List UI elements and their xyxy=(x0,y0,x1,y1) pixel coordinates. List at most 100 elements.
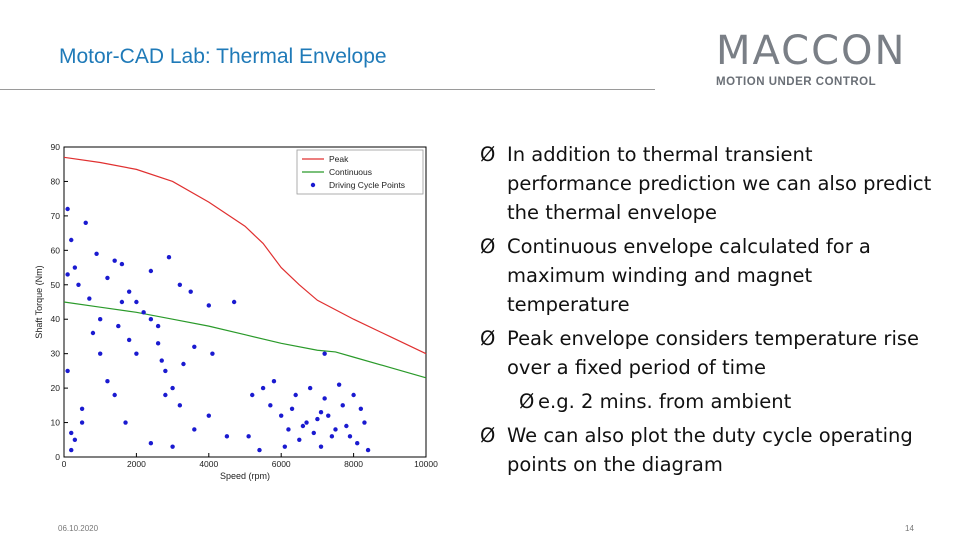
x-tick-label: 0 xyxy=(62,459,67,469)
scatter-point xyxy=(355,441,360,446)
scatter-point xyxy=(163,392,168,398)
scatter-point xyxy=(155,323,161,329)
scatter-point xyxy=(166,255,172,260)
scatter-point xyxy=(250,392,255,398)
logo-name: MACCON xyxy=(716,28,907,74)
scatter-point xyxy=(98,317,103,322)
scatter-point xyxy=(65,368,70,374)
scatter-point xyxy=(177,403,183,408)
scatter-point xyxy=(119,299,125,305)
x-tick-label: 6000 xyxy=(272,459,291,469)
scatter-point xyxy=(126,337,132,343)
bullet-text: Continuous envelope calculated for a max… xyxy=(507,235,871,316)
scatter-point xyxy=(326,413,331,418)
scatter-point xyxy=(347,434,353,439)
scatter-point xyxy=(365,447,371,453)
bullet-text: e.g. 2 mins. from ambient xyxy=(538,390,792,413)
scatter-point xyxy=(170,444,175,449)
bullet-item: Ø Peak envelope considers temperature ris… xyxy=(480,324,940,382)
scatter-point xyxy=(90,330,96,336)
scatter-point xyxy=(134,351,139,356)
y-tick-label: 80 xyxy=(51,176,61,186)
scatter-point xyxy=(304,420,309,425)
footer-date: 06.10.2020 xyxy=(58,524,99,533)
scatter-point xyxy=(224,434,230,439)
y-tick-label: 20 xyxy=(51,383,61,393)
scatter-point xyxy=(69,447,74,453)
scatter-point xyxy=(206,303,211,308)
x-axis-label: Speed (rpm) xyxy=(220,471,270,481)
scatter-point xyxy=(126,289,132,294)
scatter-point xyxy=(322,396,327,401)
y-axis-label: Shaft Torque (Nm) xyxy=(34,265,44,338)
scatter-point xyxy=(210,351,215,356)
scatter-point xyxy=(87,296,92,301)
scatter-point xyxy=(192,344,197,349)
slide-title: Motor-CAD Lab: Thermal Envelope xyxy=(59,45,387,68)
y-tick-label: 60 xyxy=(51,245,61,255)
scatter-point xyxy=(311,430,316,436)
scatter-point xyxy=(148,268,154,274)
scatter-point xyxy=(79,406,85,411)
scatter-point xyxy=(76,282,81,287)
scatter-point xyxy=(163,368,168,374)
scatter-point xyxy=(98,351,103,356)
chart: 0 2000 4000 6000 8000 10000 0 10 20 30 40 50 60 70 80 9… xyxy=(34,142,438,481)
scatter-point xyxy=(155,341,161,346)
bullet-item: Ø In addition to thermal transient perfor… xyxy=(480,140,940,227)
scatter-point xyxy=(79,420,85,425)
scatter-point xyxy=(134,299,139,305)
bullet-marker: Ø xyxy=(519,390,535,413)
legend-label: Continuous xyxy=(329,167,372,177)
scatter-point xyxy=(300,423,306,429)
scatter-point xyxy=(112,392,117,398)
scatter-point xyxy=(336,382,342,387)
y-tick-label: 30 xyxy=(51,349,61,359)
y-tick-label: 50 xyxy=(51,280,61,290)
scatter-point xyxy=(181,361,186,367)
bullet-item: Ø Continuous envelope calculated for a ma… xyxy=(480,232,940,319)
bullet-marker: Ø xyxy=(480,327,496,350)
scatter-point xyxy=(289,406,295,411)
scatter-point xyxy=(318,444,324,449)
page-number: 14 xyxy=(905,524,914,533)
scatter-point xyxy=(293,392,298,398)
scatter-point xyxy=(105,379,110,384)
scatter-point xyxy=(282,444,288,449)
scatter-point xyxy=(83,220,88,225)
x-tick-label: 2000 xyxy=(127,459,146,469)
scatter-point xyxy=(307,385,313,391)
scatter-point xyxy=(159,358,164,363)
scatter-point xyxy=(257,447,262,453)
scatter-point xyxy=(192,427,197,432)
scatter-point xyxy=(116,323,121,329)
scatter-point xyxy=(260,385,266,391)
scatter-point xyxy=(188,289,193,294)
scatter-point xyxy=(72,437,78,442)
scatter-point xyxy=(65,206,70,212)
scatter-point xyxy=(231,299,237,305)
bullet-text: We can also plot the duty cycle operatin… xyxy=(507,424,913,476)
bullet-item: Ø We can also plot the duty cycle operati… xyxy=(480,421,940,479)
logo: MACCON MOTION UNDER CONTROL xyxy=(716,30,916,88)
scatter-point xyxy=(329,434,335,439)
scatter-point xyxy=(271,379,277,384)
scatter-point xyxy=(315,416,320,422)
scatter-point xyxy=(286,427,291,432)
scatter-point xyxy=(340,403,345,408)
bullet-marker: Ø xyxy=(480,235,496,258)
header-rule xyxy=(0,89,655,90)
scatter-point xyxy=(177,282,183,287)
scatter-point xyxy=(65,272,70,277)
scatter-point xyxy=(322,351,327,356)
series-line xyxy=(63,156,427,355)
y-tick-label: 90 xyxy=(51,142,61,152)
bullet-text: Peak envelope considers temperature rise… xyxy=(507,327,920,379)
scatter-point xyxy=(148,441,154,446)
scatter-point xyxy=(297,437,302,442)
x-tick-label: 10000 xyxy=(414,459,438,469)
scatter-point xyxy=(318,410,324,415)
bullet-list: Ø In addition to thermal transient perfor… xyxy=(480,140,940,484)
scatter-point xyxy=(358,406,364,411)
